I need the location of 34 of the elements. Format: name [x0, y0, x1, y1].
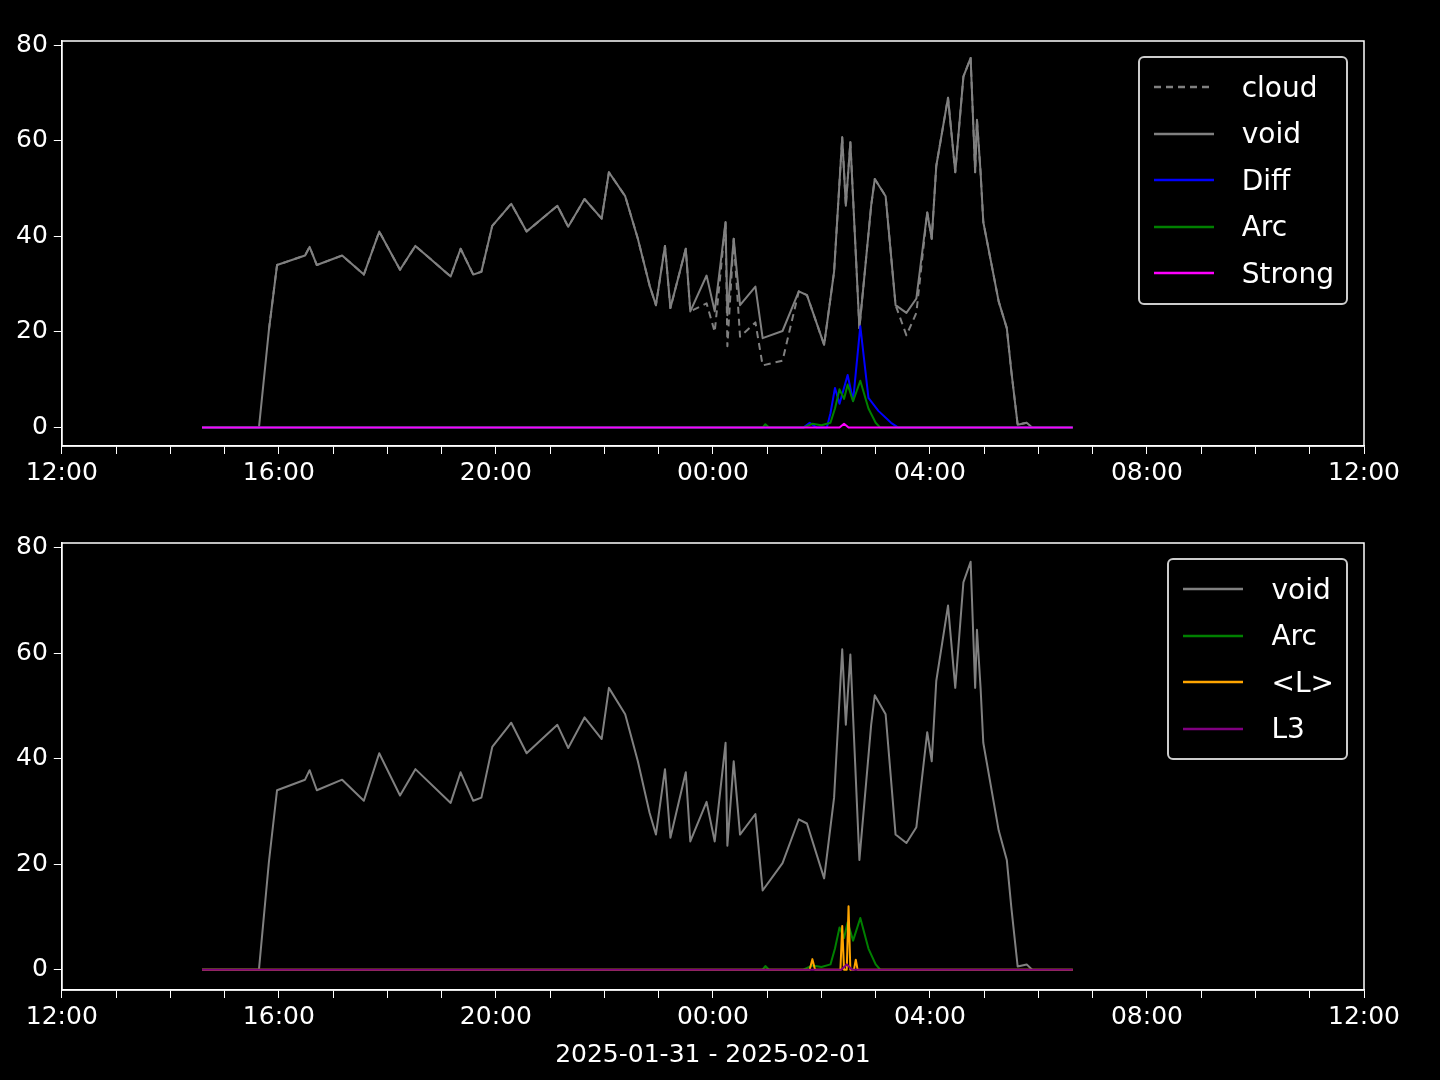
x-tick-label: 16:00	[242, 456, 315, 486]
y-tick-label: 80	[16, 28, 48, 58]
x-tick-label: 20:00	[459, 456, 532, 486]
x-tick-label: 12:00	[1327, 1000, 1401, 1030]
y-tick-label: 60	[16, 124, 48, 154]
x-tick-label: 20:00	[459, 1000, 532, 1030]
y-tick-label: 0	[31, 953, 48, 983]
legend-label: Arc	[1271, 619, 1317, 653]
x-tick-label: 08:00	[1110, 456, 1183, 486]
x-axis-title: 2025-01-31 - 2025-02-01	[555, 1038, 871, 1068]
y-tick-label: 40	[16, 742, 48, 772]
x-tick-label: 12:00	[25, 456, 98, 486]
x-tick-label: 16:00	[242, 1000, 315, 1030]
x-tick-label: 00:00	[676, 1000, 749, 1030]
y-tick-label: 40	[16, 219, 48, 249]
x-tick-label: 04:00	[893, 456, 966, 486]
legend-label: Strong	[1241, 256, 1334, 290]
legend-label: Diff	[1241, 163, 1291, 197]
y-tick-label: 80	[16, 530, 48, 560]
x-tick-label: 04:00	[893, 1000, 966, 1030]
y-tick-label: 60	[16, 636, 48, 666]
legend-label: cloud	[1241, 70, 1318, 104]
x-tick-label: 12:00	[1327, 456, 1401, 486]
x-tick-label: 00:00	[676, 456, 749, 486]
y-tick-label: 20	[16, 315, 48, 345]
legend-label: <L>	[1271, 665, 1334, 699]
y-tick-label: 0	[31, 411, 48, 441]
legend-label: L3	[1271, 712, 1305, 746]
x-tick-label: 12:00	[25, 1000, 98, 1030]
legend-label: void	[1271, 572, 1331, 606]
legend-label: void	[1241, 117, 1301, 151]
x-tick-label: 08:00	[1110, 1000, 1183, 1030]
legend-label: Arc	[1241, 210, 1288, 244]
y-tick-label: 20	[16, 847, 48, 877]
